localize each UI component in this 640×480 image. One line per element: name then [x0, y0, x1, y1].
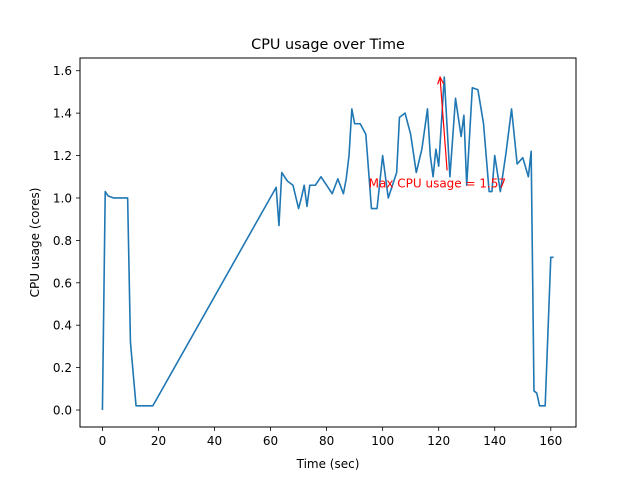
x-tick-label: 40: [207, 434, 222, 448]
x-tick-label: 140: [483, 434, 506, 448]
x-tick-label: 160: [539, 434, 562, 448]
x-axis: 0 20 40 60 80 100 120 140 160: [99, 427, 562, 448]
x-tick-label: 80: [319, 434, 334, 448]
annotation: Max CPU usage = 1.57: [369, 75, 506, 191]
plot-area: [101, 76, 554, 411]
y-tick-label: 0.4: [53, 319, 72, 333]
y-tick-label: 1.4: [53, 107, 72, 121]
y-tick-label: 1.2: [53, 149, 72, 163]
y-tick-label: 0.0: [53, 404, 72, 418]
annotation-arrowhead: [437, 75, 445, 85]
annotation-arrow: [439, 78, 448, 171]
chart-title: CPU usage over Time: [251, 37, 405, 53]
x-tick-label: 120: [427, 434, 450, 448]
x-axis-label: Time (sec): [296, 457, 360, 471]
y-tick-label: 1.0: [53, 191, 72, 205]
y-axis-label: CPU usage (cores): [28, 188, 42, 298]
cpu-usage-series-line-0: [101, 76, 554, 411]
x-tick-label: 60: [263, 434, 278, 448]
y-tick-label: 0.8: [53, 234, 72, 248]
y-axis: 0.0 0.2 0.4 0.6 0.8 1.0 1.2 1.4 1.6: [53, 64, 80, 418]
x-tick-label: 20: [151, 434, 166, 448]
y-tick-label: 0.6: [53, 276, 72, 290]
y-tick-label: 1.6: [53, 64, 72, 78]
y-tick-label: 0.2: [53, 361, 72, 375]
annotation-text: Max CPU usage = 1.57: [369, 177, 506, 191]
plot-frame: [79, 57, 577, 428]
x-tick-label: 0: [99, 434, 107, 448]
x-tick-label: 100: [371, 434, 394, 448]
